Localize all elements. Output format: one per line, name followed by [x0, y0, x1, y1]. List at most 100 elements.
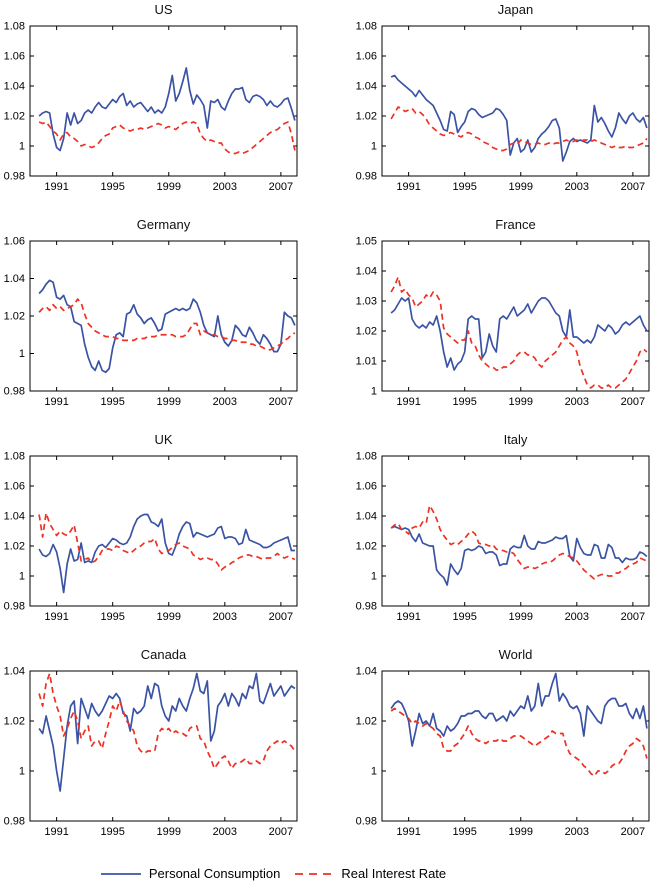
x-tick-label: 1991: [44, 826, 68, 838]
chart-title-world: World: [499, 647, 533, 662]
x-tick-label: 1995: [452, 396, 476, 408]
chart-panel-world: World 0.98 1 1.02 1.04 1991 1995 1999 2003 2007: [326, 645, 652, 860]
y-tick-label: 1.03: [356, 296, 377, 308]
x-tick-label: 1995: [100, 611, 124, 623]
y-tick-label: 1.08: [4, 21, 25, 33]
x-tick-label: 1999: [509, 396, 533, 408]
y-tick-label: 1.04: [356, 511, 377, 523]
chart-title-germany: Germany: [137, 217, 191, 232]
y-tick-label: 1.02: [4, 541, 25, 553]
legend-item-real-interest-rate: Real Interest Rate: [294, 866, 446, 881]
x-tick-label: 2003: [213, 611, 237, 623]
x-tick-label: 1995: [452, 181, 476, 193]
x-tick-label: 1991: [396, 826, 420, 838]
x-tick-label: 1991: [44, 396, 68, 408]
chart-svg-france: France 1 1.01 1.02 1.03 1.04 1.05 1991 1995 1999 2…: [356, 217, 650, 408]
chart-title-uk: UK: [154, 432, 172, 447]
y-tick-label: 0.98: [4, 816, 25, 828]
x-tick-label: 2007: [621, 396, 645, 408]
x-tick-label: 2003: [565, 826, 589, 838]
x-tick-label: 2007: [269, 396, 293, 408]
chart-panel-germany: Germany 0.98 1 1.02 1.04 1.06 1991 1995 1999 2003…: [0, 215, 326, 430]
y-tick-label: 1.02: [4, 716, 25, 728]
y-tick-label: 0.98: [4, 171, 25, 183]
y-tick-label: 1: [371, 141, 377, 153]
x-tick-label: 2003: [213, 396, 237, 408]
y-tick-label: 0.98: [4, 386, 25, 398]
x-tick-label: 1999: [509, 826, 533, 838]
series-line-personal-consumption: [38, 279, 296, 374]
chart-panel-us: US 0.98 1 1.02 1.04 1.06 1.08 1991 1995 1999 2003 2…: [0, 0, 326, 215]
y-tick-label: 0.98: [356, 171, 377, 183]
axis-box: [29, 240, 298, 392]
legend-item-personal-consumption: Personal Consumption: [100, 866, 281, 881]
chart-panel-japan: Japan 0.98 1 1.02 1.04 1.06 1.08 1991 1995 1999 20…: [326, 0, 652, 215]
y-tick-label: 1.08: [356, 21, 377, 33]
y-tick-label: 1: [19, 766, 25, 778]
x-tick-label: 2003: [565, 181, 589, 193]
legend-label-real-interest-rate: Real Interest Rate: [341, 866, 447, 881]
dashed-line-sample-icon: [295, 872, 334, 875]
axis-box: [381, 670, 650, 822]
x-tick-label: 2007: [269, 611, 293, 623]
x-tick-label: 1999: [157, 181, 181, 193]
y-tick-label: 1: [371, 386, 377, 398]
x-tick-label: 2007: [621, 181, 645, 193]
axis-box: [29, 455, 298, 607]
series-line-real-interest-rate: [390, 707, 648, 777]
chart-panel-france: France 1 1.01 1.02 1.03 1.04 1.05 1991 1995 1999 2…: [326, 215, 652, 430]
x-tick-label: 1999: [509, 611, 533, 623]
series-line-real-interest-rate: [390, 276, 648, 389]
series-line-personal-consumption: [390, 525, 648, 586]
x-tick-label: 2007: [621, 826, 645, 838]
y-tick-label: 1.08: [4, 451, 25, 463]
series-line-real-interest-rate: [390, 504, 648, 580]
x-tick-label: 2007: [269, 826, 293, 838]
axis-box: [381, 240, 650, 392]
chart-svg-canada: Canada 0.98 1 1.02 1.04 1991 1995 1999 2003 2007: [4, 647, 298, 838]
y-tick-label: 1.06: [4, 51, 25, 63]
y-tick-label: 1.05: [356, 236, 377, 248]
series-line-real-interest-rate: [38, 512, 296, 571]
y-tick-label: 1.02: [4, 311, 25, 323]
x-tick-label: 1999: [157, 611, 181, 623]
y-tick-label: 1.04: [356, 666, 377, 678]
series-line-real-interest-rate: [38, 121, 296, 155]
x-tick-label: 1999: [157, 396, 181, 408]
x-tick-label: 1999: [157, 826, 181, 838]
legend-label-personal-consumption: Personal Consumption: [148, 866, 281, 881]
y-tick-label: 1.06: [356, 51, 377, 63]
x-tick-label: 2007: [621, 611, 645, 623]
y-tick-label: 1.02: [4, 111, 25, 123]
y-tick-label: 1: [19, 348, 25, 360]
y-tick-label: 1.02: [356, 326, 377, 338]
chart-title-canada: Canada: [141, 647, 187, 662]
y-tick-label: 1.04: [4, 273, 25, 285]
axis-box: [381, 25, 650, 177]
y-tick-label: 1.08: [356, 451, 377, 463]
y-tick-label: 1.06: [4, 236, 25, 248]
y-tick-label: 1.04: [4, 81, 25, 93]
axis-box: [29, 25, 298, 177]
y-tick-label: 1.02: [356, 541, 377, 553]
axis-box: [381, 455, 650, 607]
y-tick-label: 1: [371, 766, 377, 778]
legend: Personal Consumption Real Interest Rate: [0, 860, 599, 887]
charts-grid: US 0.98 1 1.02 1.04 1.06 1.08 1991 1995 1999 2003 2…: [0, 0, 652, 860]
series-line-personal-consumption: [38, 513, 295, 594]
y-tick-label: 1: [371, 571, 377, 583]
y-tick-label: 1: [19, 141, 25, 153]
y-tick-label: 1.04: [356, 266, 377, 278]
series-line-personal-consumption: [38, 67, 296, 152]
chart-svg-italy: Italy 0.98 1 1.02 1.04 1.06 1.08 1991 1995 1999 20…: [356, 432, 650, 623]
x-tick-label: 1995: [452, 611, 476, 623]
solid-line-sample-icon: [100, 872, 141, 875]
x-tick-label: 2003: [565, 611, 589, 623]
y-tick-label: 1.06: [4, 481, 25, 493]
y-tick-label: 0.98: [4, 601, 25, 613]
x-tick-label: 1991: [44, 611, 68, 623]
y-tick-label: 1.02: [356, 716, 377, 728]
x-tick-label: 2003: [213, 181, 237, 193]
x-tick-label: 1991: [396, 396, 420, 408]
